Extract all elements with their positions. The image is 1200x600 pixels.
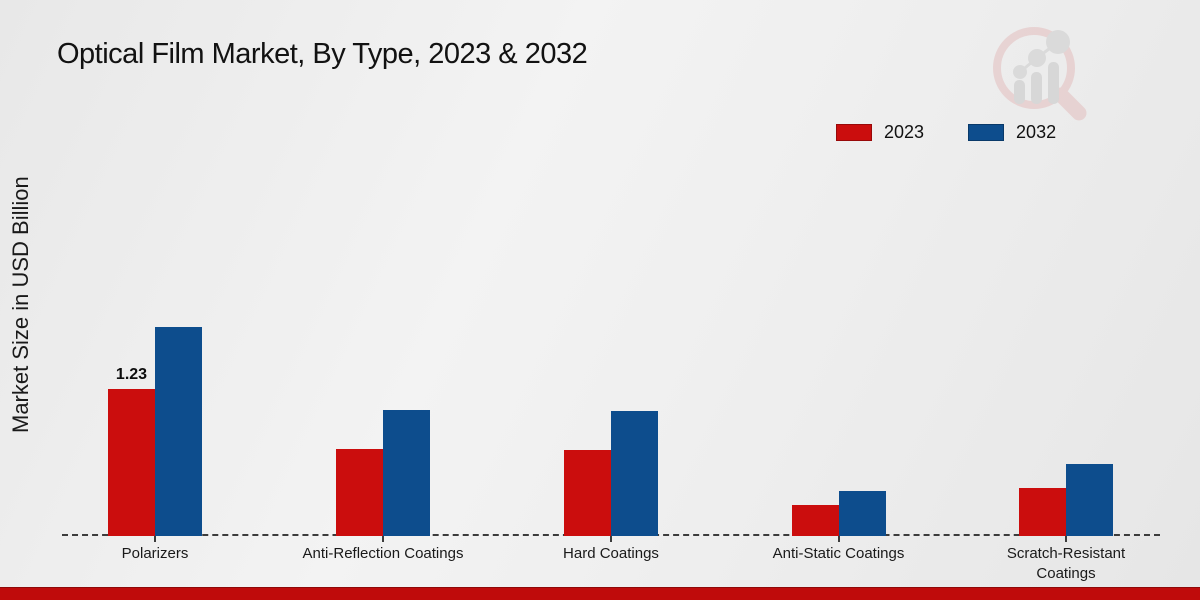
x-category-label-anti-reflection-coatings: Anti-Reflection Coatings xyxy=(302,545,464,562)
bar-2032-anti-reflection-coatings xyxy=(383,410,430,536)
x-tick-scratch-resistant-coatings xyxy=(1065,536,1067,542)
x-category-label-hard-coatings: Hard Coatings xyxy=(563,545,659,562)
x-tick-anti-reflection-coatings xyxy=(382,536,384,542)
legend: 2023 2032 xyxy=(836,122,1056,143)
bar-2023-polarizers xyxy=(108,389,155,536)
bar-2023-hard-coatings xyxy=(564,450,611,536)
legend-swatch-2023 xyxy=(836,124,872,141)
x-tick-polarizers xyxy=(154,536,156,542)
x-category-label-polarizers: Polarizers xyxy=(121,545,189,562)
bar-2032-anti-static-coatings xyxy=(838,491,886,536)
bar-2032-hard-coatings xyxy=(611,411,658,536)
x-category-label-scratch-resistant-coatings: Scratch-Resistant Coatings xyxy=(1006,545,1126,583)
bar-value-label-2023-polarizers: 1.23 xyxy=(115,366,148,383)
bar-2023-scratch-resistant-coatings xyxy=(1019,488,1066,536)
bar-2023-anti-static-coatings xyxy=(791,505,839,536)
legend-label: 2023 xyxy=(884,122,925,142)
x-tick-anti-static-coatings xyxy=(837,536,840,542)
legend-item-2023: 2023 xyxy=(836,122,924,143)
chart-title: Optical Film Market, By Type, 2023 & 203… xyxy=(57,38,588,70)
bar-2023-anti-reflection-coatings xyxy=(336,449,383,536)
magnifier-bar-chart-logo xyxy=(993,27,1087,121)
x-tick-hard-coatings xyxy=(610,536,612,542)
bar-2032-scratch-resistant-coatings xyxy=(1066,464,1113,536)
legend-swatch-2032 xyxy=(968,124,1005,141)
legend-label: 2032 xyxy=(1016,122,1057,142)
x-category-label-anti-static-coatings: Anti-Static Coatings xyxy=(772,545,905,562)
legend-item-2032: 2032 xyxy=(968,122,1056,143)
footer-stripe xyxy=(0,587,1200,600)
bar-2032-polarizers xyxy=(155,327,202,536)
